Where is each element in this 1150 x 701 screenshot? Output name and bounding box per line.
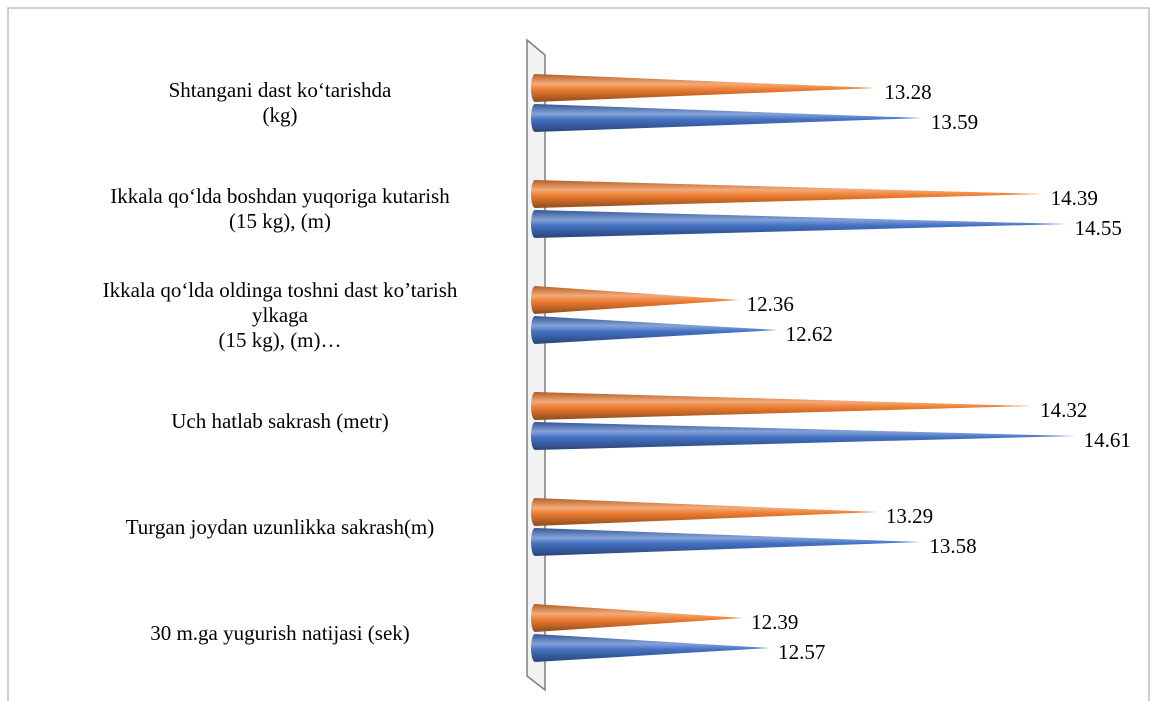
cone-bar: [531, 104, 923, 132]
cone: [531, 286, 739, 314]
category-label: Ikkala qo‘lda boshdan yuqoriga kutarish …: [110, 184, 450, 233]
data-label: 12.62: [786, 322, 833, 346]
cone: [531, 498, 878, 526]
data-label: 12.36: [747, 292, 794, 316]
category-label: Uch hatlab sakrash (metr): [171, 408, 389, 433]
data-label: 14.39: [1051, 186, 1098, 210]
data-label: 13.29: [886, 504, 933, 528]
category-label: Ikkala qo‘lda oldinga toshni dast ko’tar…: [102, 277, 458, 352]
axis-wall: [526, 38, 546, 692]
cone-bar: [531, 286, 739, 314]
cone-bar: [531, 422, 1076, 450]
cone: [531, 74, 877, 102]
category-label: 30 m.ga yugurish natijasi (sek): [150, 620, 410, 645]
category-label: Turgan joydan uzunlikka sakrash(m): [125, 514, 435, 539]
cone-bar: [531, 604, 744, 632]
cone-bar: [531, 528, 922, 556]
data-label: 13.58: [929, 534, 976, 558]
data-label: 13.59: [931, 110, 978, 134]
cone: [531, 180, 1043, 208]
cone-bar: [531, 316, 778, 344]
cone-bar: [531, 210, 1067, 238]
cone: [531, 422, 1076, 450]
data-label: 14.55: [1075, 216, 1122, 240]
chart-border: [7, 7, 1150, 701]
cone: [531, 604, 744, 632]
cone-bar: [531, 74, 877, 102]
cone: [531, 104, 923, 132]
data-label: 12.39: [751, 610, 798, 634]
cone: [531, 392, 1033, 420]
data-label: 14.61: [1084, 428, 1131, 452]
cone: [531, 210, 1067, 238]
cone-bar: [531, 392, 1033, 420]
category-label: Shtangani dast ko‘tarishda (kg): [168, 78, 392, 127]
cone-bar: [531, 634, 771, 662]
cone: [531, 528, 922, 556]
cone-bar: [531, 498, 878, 526]
cone-bar: [531, 180, 1043, 208]
data-label: 13.28: [884, 80, 931, 104]
cone: [531, 634, 771, 662]
data-label: 12.57: [778, 640, 825, 664]
data-label: 14.32: [1040, 398, 1087, 422]
cone: [531, 316, 778, 344]
